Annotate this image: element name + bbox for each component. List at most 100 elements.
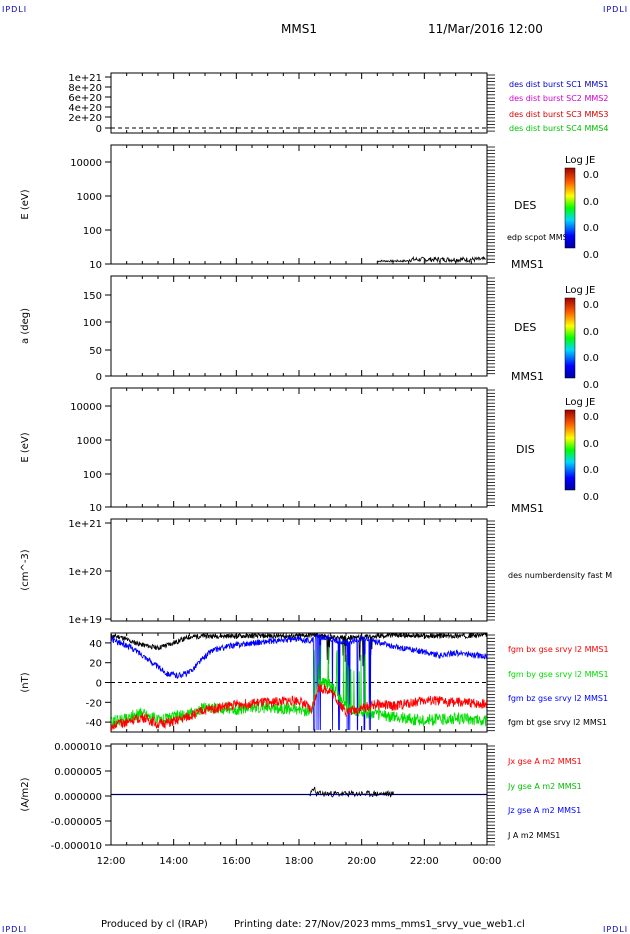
panel-side-label: DIS [516, 443, 535, 456]
y-axis-label: a (deg) [20, 308, 31, 344]
panel-5-frame [110, 518, 488, 622]
legend-entry: Jx gse A m2 MMS1 [507, 757, 582, 766]
x-tick-label: 16:00 [222, 856, 251, 867]
panel-side-label: DES [514, 321, 536, 334]
colorbar-tick-label: 0.0 [583, 465, 599, 476]
series-line-fgm-bt-gse-srvy-l2-MMS1 [111, 633, 487, 667]
y-tick-label: 0 [96, 124, 102, 135]
y-tick-label: 100 [83, 226, 102, 237]
panel-1-frame [110, 72, 488, 134]
y-tick-label: 1000 [77, 192, 102, 203]
footer-producer: Produced by cl (IRAP) [101, 919, 208, 930]
colorbar-tick-label: 0.0 [583, 380, 599, 391]
x-tick-label: 12:00 [97, 856, 126, 867]
y-axis-label: E (eV) [20, 432, 31, 462]
y-tick-label: 10000 [70, 158, 102, 169]
corner-label-bottom-right: IPDLI [603, 925, 629, 934]
scpot-series [377, 255, 486, 264]
y-tick-label: 2e+20 [68, 113, 102, 124]
panel-spacecraft-label: MMS1 [511, 258, 544, 271]
colorbar-title: Log JE [565, 285, 595, 296]
x-tick-label: 14:00 [159, 856, 188, 867]
legend-entry: des dist burst SC3 MMS3 [509, 110, 608, 119]
y-axis-label: (nT) [20, 672, 31, 692]
y-tick-label: 6e+20 [68, 93, 102, 104]
y-tick-label: 1000 [77, 436, 102, 447]
colorbar [564, 297, 576, 379]
colorbar-tick-label: 0.0 [583, 412, 599, 423]
legend-entry: fgm bt gse srvy l2 MMS1 [508, 718, 607, 727]
y-tick-label: 40 [89, 639, 102, 650]
series-line-fgm-bz-gse-srvy-l2-MMS1 [111, 633, 487, 731]
legend-entry: des dist burst SC4 MMS4 [509, 124, 608, 133]
y-tick-label: 1e+21 [68, 519, 102, 530]
y-tick-label: 20 [89, 659, 102, 670]
colorbar [564, 167, 576, 249]
y-axis-label: (A/m2) [20, 777, 31, 811]
legend-entry: J A m2 MMS1 [507, 831, 560, 840]
corner-label-top-left: IPDLI [2, 5, 28, 14]
y-axis-label: E (eV) [20, 189, 31, 219]
y-tick-label: 10000 [70, 402, 102, 413]
y-tick-label: 0.000010 [54, 742, 102, 753]
colorbar-tick-label: 0.0 [583, 223, 599, 234]
y-tick-label: 0.000005 [54, 767, 102, 778]
x-tick-label: 20:00 [347, 856, 376, 867]
footer-printing-date: Printing date: 27/Nov/2023 [234, 919, 370, 930]
colorbar-tick-label: 0.0 [583, 492, 599, 503]
colorbar-tick-label: 0.0 [583, 250, 599, 261]
colorbar-tick-label: 0.0 [583, 170, 599, 181]
colorbar-tick-label: 0.0 [583, 300, 599, 311]
colorbar-tick-label: 0.0 [583, 197, 599, 208]
footer-filename: mms_mms1_srvy_vue_web1.cl [371, 919, 525, 930]
series-line-fgm-bx-gse-srvy-l2-MMS1 [111, 683, 487, 731]
legend-entry: fgm bx gse srvy l2 MMS1 [508, 645, 609, 654]
y-tick-label: 0.000000 [54, 792, 102, 803]
corner-label-bottom-left: IPDLI [2, 925, 28, 934]
y-tick-label: 1e+21 [68, 73, 102, 84]
x-tick-label: 18:00 [285, 856, 314, 867]
y-tick-label: -0.000005 [51, 817, 102, 828]
corner-label-top-right: IPDLI [603, 5, 629, 14]
colorbar-title: Log JE [565, 397, 595, 408]
colorbar-tick-label: 0.0 [583, 439, 599, 450]
series-line-J [111, 786, 487, 798]
header-datetime: 11/Mar/2016 12:00 [428, 22, 543, 36]
y-tick-label: 10 [89, 503, 102, 514]
y-tick-label: 50 [89, 346, 102, 357]
x-tick-label: 22:00 [410, 856, 439, 867]
legend-entry: des dist burst SC1 MMS1 [509, 80, 608, 89]
panel-spacecraft-label: MMS1 [511, 502, 544, 515]
y-tick-label: -40 [86, 718, 102, 729]
legend-entry: Jy gse A m2 MMS1 [507, 782, 582, 791]
y-tick-label: 1e+19 [68, 615, 102, 626]
overlay-label: edp scpot MMS1 [507, 233, 573, 242]
x-tick-label: 00:00 [473, 856, 502, 867]
y-tick-label: 10 [89, 260, 102, 271]
panel-4-frame [110, 387, 488, 508]
colorbar-tick-label: 0.0 [583, 327, 599, 338]
legend-entry: des dist burst SC2 MMS2 [509, 94, 608, 103]
y-tick-label: 0 [96, 679, 102, 690]
y-tick-label: -0.000010 [51, 841, 102, 852]
legend-entry: Jz gse A m2 MMS1 [507, 806, 581, 815]
y-tick-label: 1e+20 [68, 567, 102, 578]
y-tick-label: 8e+20 [68, 83, 102, 94]
panel-2-frame [110, 144, 488, 265]
panel-6-series [111, 633, 487, 731]
series-line-fgm-by-gse-srvy-l2-MMS1 [111, 643, 487, 728]
colorbar-title: Log JE [565, 155, 595, 166]
colorbar-tick-label: 0.0 [583, 353, 599, 364]
header-spacecraft: MMS1 [281, 22, 317, 36]
y-tick-label: 0 [96, 372, 102, 383]
legend-entry: fgm bz gse srvy l2 MMS1 [508, 694, 608, 703]
panel-3-frame [110, 275, 488, 377]
y-tick-label: -20 [86, 698, 102, 709]
panel-side-label: DES [514, 199, 536, 212]
legend-entry: des numberdensity fast M [508, 571, 612, 580]
y-axis-label: (cm^-3) [20, 549, 31, 590]
legend-entry: fgm by gse srvy l2 MMS1 [508, 670, 609, 679]
panel-spacecraft-label: MMS1 [511, 370, 544, 383]
y-tick-label: 100 [83, 470, 102, 481]
